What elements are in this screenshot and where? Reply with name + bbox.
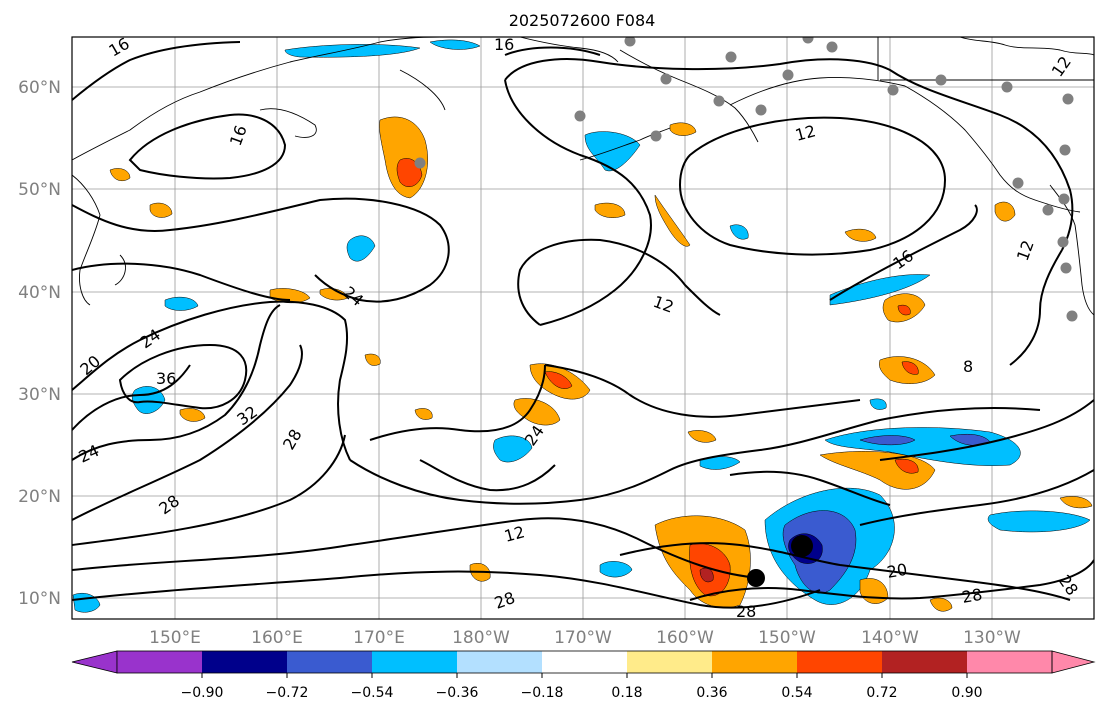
colorbar-segment: [797, 651, 882, 673]
figure-title: 2025072600 F084: [509, 11, 656, 30]
colorbar-ticks: [201, 673, 968, 678]
colorbar: −0.90 −0.72 −0.54 −0.36 −0.18 0.18 0.36 …: [71, 650, 1096, 701]
colorbar-tick-label: −0.36: [436, 685, 479, 701]
colorbar-tick-label: −0.54: [351, 685, 394, 701]
colorbar-tick-label: −0.18: [521, 685, 564, 701]
vortex-center-marker: [791, 535, 813, 557]
lat-tick-label: 30°N: [18, 385, 61, 405]
contour-label: 12: [502, 522, 527, 546]
lon-tick-label: 130°W: [963, 628, 1021, 648]
lat-tick-label: 50°N: [18, 180, 61, 200]
colorbar-tick-label: −0.90: [181, 685, 224, 701]
colorbar-segment: [117, 651, 202, 673]
contour-label: 16: [494, 35, 514, 54]
colorbar-segment: [202, 651, 287, 673]
colorbar-segment: [287, 651, 372, 673]
positive-anomaly-shading: [109, 116, 1093, 612]
contour-label: 20: [885, 560, 908, 582]
colorbar-segment: [372, 651, 457, 673]
lon-tick-label: 160°E: [251, 628, 303, 648]
lon-tick-label: 140°W: [861, 628, 919, 648]
contour-label: 36: [156, 369, 176, 388]
colorbar-tick-label: 0.54: [781, 685, 812, 701]
lon-tick-label: 150°E: [149, 628, 201, 648]
contour-label: 8: [963, 357, 973, 376]
lat-tick-label: 20°N: [18, 487, 61, 507]
contour-label: 12: [793, 121, 818, 145]
lat-tick-label: 40°N: [18, 283, 61, 303]
colorbar-tick-label: 0.36: [696, 685, 727, 701]
colorbar-segment: [627, 651, 712, 673]
station-markers: [414, 37, 1078, 322]
colorbar-segment: [457, 651, 542, 673]
colorbar-segment: [542, 651, 627, 673]
lon-tick-label: 150°W: [758, 628, 816, 648]
colorbar-segment: [712, 651, 797, 673]
colorbar-tick-label: 0.72: [866, 685, 897, 701]
lon-tick-label: 170°W: [554, 628, 612, 648]
colorbar-segment: [967, 651, 1052, 673]
colorbar-tick-label: −0.72: [266, 685, 309, 701]
colorbar-segment: [882, 651, 967, 673]
lon-tick-label: 160°W: [656, 628, 714, 648]
latitude-tick-labels: 10°N 20°N 30°N 40°N 50°N 60°N: [18, 78, 61, 609]
storm-center-marker: [747, 569, 765, 587]
longitude-tick-labels: 150°E 160°E 170°E 180°W 170°W 160°W 150°…: [149, 628, 1021, 648]
colorbar-tick-label: 0.18: [611, 685, 642, 701]
colorbar-frame: [116, 650, 1053, 674]
contour-label: 28: [960, 585, 983, 607]
colorbar-tick-label: 0.90: [951, 685, 982, 701]
lon-tick-label: 180°W: [452, 628, 510, 648]
coastlines: [72, 37, 1094, 316]
map-panel: 16 16 16 12 12 12 16 12 24 24 20 36 32 2…: [71, 34, 1095, 621]
contours: [72, 41, 1094, 609]
contour-label: 28: [736, 602, 756, 621]
lat-tick-label: 60°N: [18, 78, 61, 98]
map-frame: [71, 36, 1095, 620]
lon-tick-label: 170°E: [353, 628, 405, 648]
lat-tick-label: 10°N: [18, 589, 61, 609]
